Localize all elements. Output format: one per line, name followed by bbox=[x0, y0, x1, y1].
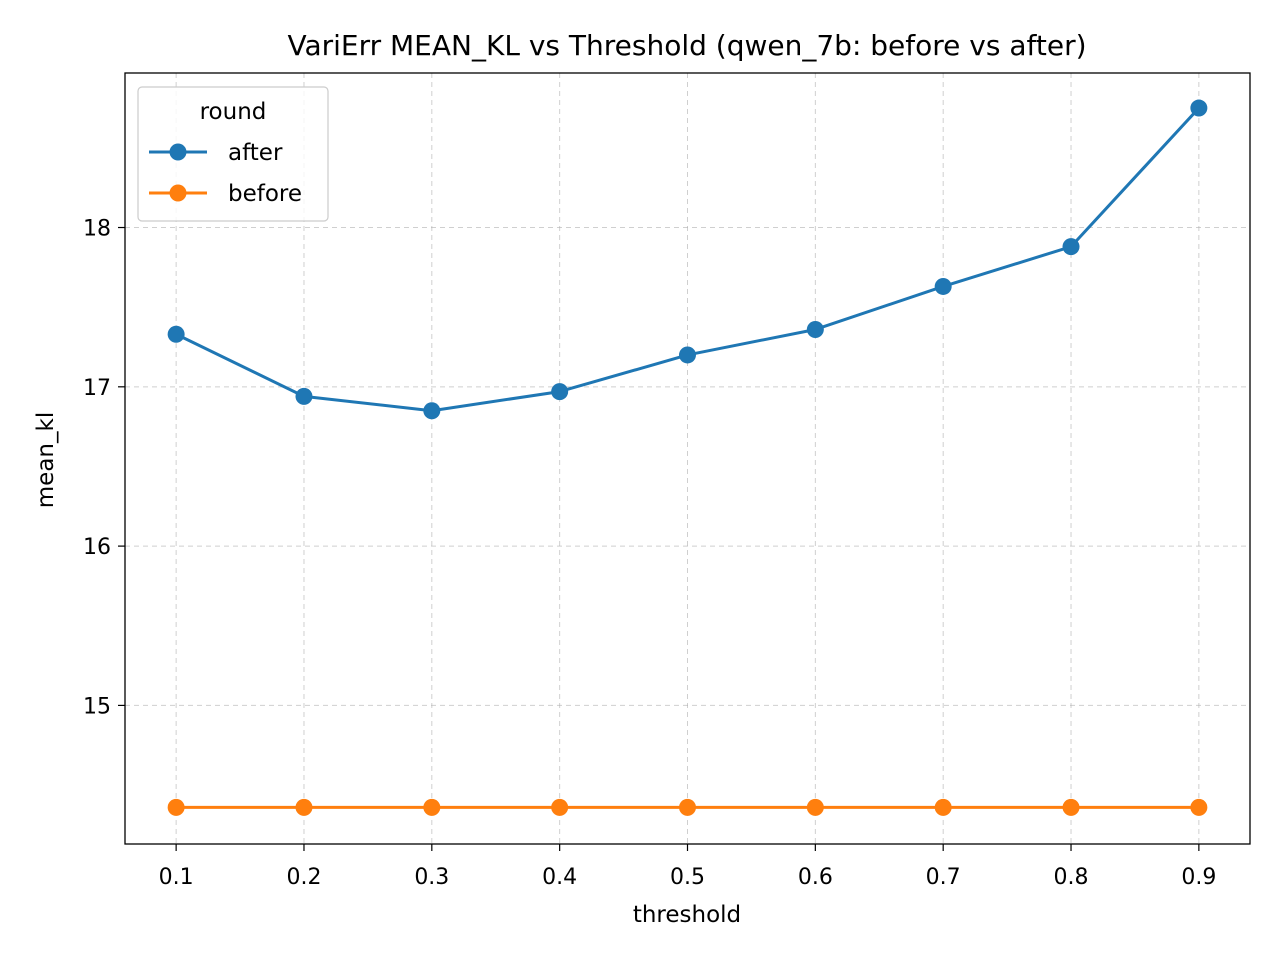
data-point-after bbox=[806, 320, 824, 338]
y-tick-label: 18 bbox=[83, 217, 111, 242]
x-axis: 0.1 0.2 0.3 0.4 0.5 0.6 0.7 0.8 0.9 bbox=[159, 844, 1216, 890]
data-point-after bbox=[1062, 238, 1080, 256]
chart-title: VariErr MEAN_KL vs Threshold (qwen_7b: b… bbox=[287, 29, 1086, 62]
legend-marker bbox=[169, 184, 187, 202]
legend-item-after: after bbox=[149, 140, 283, 166]
y-tick-label: 17 bbox=[83, 376, 111, 401]
x-tick-label: 0.9 bbox=[1181, 865, 1216, 890]
legend-item-before: before bbox=[149, 181, 302, 207]
x-tick-label: 0.7 bbox=[926, 865, 961, 890]
data-point-after bbox=[295, 387, 313, 405]
series-layer bbox=[167, 99, 1208, 816]
x-tick-label: 0.2 bbox=[286, 865, 321, 890]
x-tick-label: 0.1 bbox=[159, 865, 194, 890]
data-point-after bbox=[167, 325, 185, 343]
data-point-before bbox=[1190, 798, 1208, 816]
series-before bbox=[167, 798, 1208, 816]
x-tick-label: 0.5 bbox=[670, 865, 705, 890]
y-axis-label: mean_kl bbox=[33, 412, 59, 508]
legend-box bbox=[137, 86, 329, 222]
series-after bbox=[167, 99, 1208, 420]
data-point-before bbox=[295, 798, 313, 816]
legend-marker bbox=[169, 143, 187, 161]
data-point-before bbox=[167, 798, 185, 816]
data-point-before bbox=[1062, 798, 1080, 816]
data-point-before bbox=[423, 798, 441, 816]
x-tick-label: 0.8 bbox=[1054, 865, 1089, 890]
y-tick-label: 15 bbox=[83, 694, 111, 719]
data-point-after bbox=[423, 402, 441, 420]
legend: round after before bbox=[137, 86, 329, 222]
data-point-after bbox=[551, 383, 569, 401]
y-tick-label: 16 bbox=[83, 535, 111, 560]
y-axis: 15 16 17 18 bbox=[83, 217, 125, 719]
legend-title: round bbox=[200, 99, 267, 125]
data-point-after bbox=[679, 346, 696, 364]
data-point-after bbox=[1190, 99, 1208, 117]
x-axis-label: threshold bbox=[633, 902, 741, 928]
grid bbox=[125, 73, 1250, 844]
data-point-before bbox=[934, 798, 952, 816]
data-point-after bbox=[934, 277, 952, 295]
data-point-before bbox=[551, 798, 569, 816]
x-tick-label: 0.6 bbox=[798, 865, 833, 890]
x-tick-label: 0.4 bbox=[542, 865, 577, 890]
data-point-before bbox=[679, 798, 696, 816]
legend-label: after bbox=[228, 140, 283, 166]
legend-label: before bbox=[228, 181, 302, 207]
data-point-before bbox=[806, 798, 824, 816]
x-tick-label: 0.3 bbox=[414, 865, 449, 890]
